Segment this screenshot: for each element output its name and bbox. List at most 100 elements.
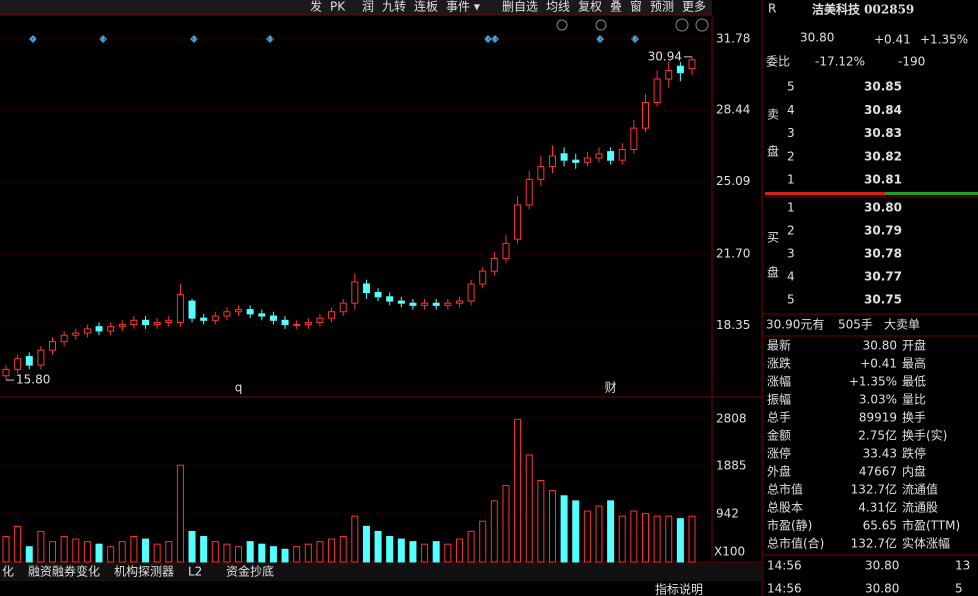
- tab[interactable]: L2: [188, 565, 202, 579]
- volume-bar: [281, 548, 289, 563]
- candle-body: [246, 309, 254, 315]
- volume-bar: [607, 500, 615, 563]
- change-pct: +1.35%: [920, 33, 968, 47]
- volume-bar: [502, 485, 510, 563]
- candle-body: [467, 283, 475, 302]
- candle-body: [316, 317, 324, 323]
- row-value: +0.41: [860, 357, 897, 371]
- candle-body: [572, 159, 580, 163]
- volume-bar: [479, 520, 487, 563]
- row-value: 2.75亿: [858, 428, 897, 443]
- volume-bar: [246, 541, 254, 563]
- volume-bar: [153, 543, 161, 563]
- y-tick-label: 1885: [716, 458, 747, 472]
- unit-label: X100: [714, 545, 745, 559]
- sell-pressure: [765, 192, 885, 195]
- candle-body: [560, 153, 568, 161]
- volume-bar: [525, 454, 533, 563]
- candle-body: [165, 319, 173, 323]
- row-label: 跌停: [902, 446, 926, 461]
- row-label: 市盈(静): [767, 518, 812, 533]
- candle-body: [630, 127, 638, 151]
- annotation: 15.80: [16, 373, 50, 387]
- candle-body: [235, 309, 243, 313]
- row-label: 最高: [902, 356, 926, 371]
- level: 5: [787, 293, 795, 307]
- volume-bar: [641, 513, 649, 563]
- row-label: 金额: [767, 428, 791, 443]
- toolbar-button[interactable]: 预测: [650, 0, 674, 14]
- toolbar-button[interactable]: 九转: [382, 0, 406, 14]
- bid-price: 30.79: [864, 224, 902, 238]
- level: 3: [787, 126, 795, 140]
- bid-price: 30.80: [864, 201, 902, 215]
- tick-time: 14:56: [767, 582, 802, 596]
- candle-body: [618, 149, 626, 161]
- candle-body: [432, 302, 440, 306]
- volume-bar: [37, 530, 45, 563]
- volume-bar: [676, 518, 684, 563]
- candle-body: [60, 334, 68, 343]
- volume-bar: [269, 546, 277, 563]
- toolbar-button[interactable]: 删自选: [502, 0, 538, 14]
- toolbar-button[interactable]: 窗: [630, 0, 642, 14]
- tab[interactable]: 机构探测器: [114, 564, 174, 579]
- level: 2: [787, 224, 795, 238]
- change: +0.41: [874, 33, 911, 47]
- ratio-diff: -190: [898, 55, 925, 69]
- toolbar-button[interactable]: 事件 ▾: [446, 0, 480, 14]
- candle-body: [455, 300, 463, 304]
- ratio: -17.12%: [815, 55, 865, 69]
- candle-body: [37, 349, 45, 366]
- toolbar-button[interactable]: 均线: [546, 0, 570, 14]
- footer-button[interactable]: 指标说明: [655, 582, 703, 596]
- volume-bar: [583, 510, 591, 563]
- tab[interactable]: 资金抄底: [226, 564, 274, 579]
- label: 委比: [766, 55, 790, 69]
- candle-body: [258, 313, 266, 317]
- candle-body: [490, 257, 498, 272]
- row-value: 30.80: [863, 339, 897, 353]
- tab[interactable]: 化: [2, 565, 14, 579]
- volume-bar: [258, 543, 266, 563]
- toolbar-button[interactable]: 叠: [610, 0, 622, 14]
- volume-bar: [432, 541, 440, 563]
- volume-bar: [397, 538, 405, 563]
- toolbar-button[interactable]: PK: [330, 0, 346, 14]
- row-label: 量比: [902, 393, 926, 407]
- volume-bar: [2, 536, 10, 563]
- toolbar-button[interactable]: 更多: [682, 0, 706, 14]
- candle-body: [153, 321, 161, 326]
- chart-tools[interactable]: [556, 18, 709, 32]
- row-label: 流通值: [902, 482, 938, 497]
- y-tick-label: 25.09: [716, 174, 750, 188]
- big-order: 30.90元有: [766, 318, 824, 332]
- candle-body: [479, 270, 487, 285]
- tick-volume: 5: [955, 582, 963, 596]
- candle-body: [107, 326, 115, 332]
- volume-bar: [630, 510, 638, 563]
- bid-price: 30.75: [864, 293, 902, 307]
- candle-body: [49, 341, 57, 351]
- candle-body: [223, 311, 231, 317]
- side-label: 盘: [767, 265, 779, 280]
- toolbar-button[interactable]: 连板: [414, 0, 438, 14]
- row-label: 总股本: [767, 501, 803, 515]
- candle-body: [362, 283, 370, 294]
- toolbar-button[interactable]: 润: [362, 0, 374, 14]
- candle-body: [130, 319, 138, 326]
- row-label: 实体涨幅: [902, 536, 950, 551]
- candle-body: [142, 319, 150, 326]
- toolbar-button[interactable]: 发: [310, 0, 322, 14]
- volume-bar: [339, 536, 347, 563]
- big-order: 505手: [838, 318, 873, 332]
- candle-body: [525, 178, 533, 206]
- volume-bar: [25, 546, 33, 563]
- toolbar-button[interactable]: 复权: [578, 0, 602, 14]
- tab[interactable]: 融资融券变化: [28, 564, 100, 579]
- candle-body: [688, 59, 696, 70]
- ask-price: 30.82: [864, 149, 902, 163]
- volume-bar: [560, 495, 568, 563]
- volume-bar: [386, 536, 394, 563]
- candle-body: [583, 157, 591, 163]
